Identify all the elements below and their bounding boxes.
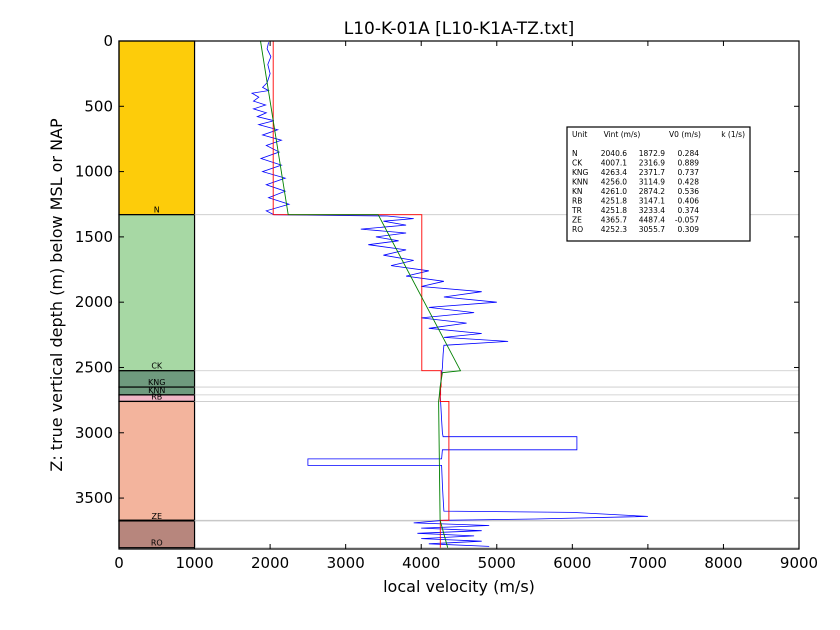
unit-tr <box>118 400 196 521</box>
table-cell: CK <box>572 159 583 168</box>
table-cell: 3147.1 <box>639 197 665 206</box>
table-cell: 2316.9 <box>639 159 665 168</box>
unit-label-n: N <box>154 206 160 215</box>
unit-ro <box>118 520 196 549</box>
table-cell: 2874.2 <box>639 187 665 196</box>
x-tick-label: 4000 <box>402 554 440 572</box>
y-tick-label: 0 <box>103 32 113 50</box>
series-layer <box>250 40 648 548</box>
table-cell: 4263.4 <box>601 168 627 177</box>
table-cell: ZE <box>572 216 582 225</box>
x-tick-label: 1000 <box>175 554 213 572</box>
x-tick-label: 5000 <box>478 554 516 572</box>
y-tick-label: 3500 <box>75 489 113 507</box>
table-cell: KNN <box>572 178 588 187</box>
table-cell: 4256.0 <box>601 178 627 187</box>
unit-label-kng: KNG <box>148 378 165 387</box>
table-cell: KN <box>572 187 583 196</box>
table-cell: 0.374 <box>678 206 700 215</box>
table-cell: 4365.7 <box>601 216 627 225</box>
series-line-0 <box>250 42 648 547</box>
table-cell: 0.284 <box>678 149 700 158</box>
velocity-table: Unit Vint (m/s) V0 (m/s) k (1/s) N 2040.6 1872… <box>566 126 751 242</box>
table-cell: N <box>572 149 578 158</box>
table-cell: 1872.9 <box>639 149 665 158</box>
x-tick-label: 6000 <box>553 554 591 572</box>
boundary-lines <box>194 214 799 549</box>
table-cell: RO <box>572 225 583 234</box>
y-tick-label: 2500 <box>75 358 113 376</box>
table-cell: -0.057 <box>675 216 699 225</box>
x-tick-label: 0 <box>114 554 124 572</box>
y-tick-label: 3000 <box>75 424 113 442</box>
x-tick-label: 7000 <box>629 554 667 572</box>
unit-label-rb: RB <box>151 392 162 401</box>
table-cell: 0.428 <box>678 178 700 187</box>
table-cell: RB <box>572 197 582 206</box>
unit-label-ck: CK <box>151 362 163 371</box>
x-tick-label: 9000 <box>780 554 818 572</box>
table-cell: 2040.6 <box>601 149 627 158</box>
series-line-1 <box>272 41 450 548</box>
table-cell: 0.309 <box>678 225 700 234</box>
y-tick-label: 1000 <box>75 163 113 181</box>
axes-frame <box>118 40 800 550</box>
unit-label-ro: RO <box>151 539 163 548</box>
chart-title: L10-K-01A [L10-K1A-TZ.txt] <box>344 19 575 39</box>
y-tick-label: 1500 <box>75 228 113 246</box>
tick-layer: 0 1000 2000 3000 4000 5000 6000 7000 8000 9000 0 50… <box>75 32 818 572</box>
table-cell: 4251.8 <box>601 206 627 215</box>
table-cell: 0.406 <box>678 197 700 206</box>
unit-n <box>118 40 196 216</box>
table-cell: 3114.9 <box>639 178 665 187</box>
table-header-cell: Unit <box>572 130 587 139</box>
table-cell: 3233.4 <box>639 206 665 215</box>
table-cell: 4251.8 <box>601 197 627 206</box>
x-tick-label: 3000 <box>327 554 365 572</box>
unit-ck <box>118 214 196 372</box>
table-cell: 4487.4 <box>639 216 665 225</box>
y-tick-label: 500 <box>84 97 113 115</box>
table-frame <box>566 126 751 242</box>
table-header-cell: V0 (m/s) <box>669 130 701 139</box>
table-cell: 0.737 <box>678 168 700 177</box>
y-axis-label: Z: true vertical depth (m) below MSL or … <box>47 118 66 472</box>
x-axis-label: local velocity (m/s) <box>383 577 535 596</box>
series-line-2 <box>260 40 462 548</box>
unit-label-ze: ZE <box>152 512 163 521</box>
table-cell: 4252.3 <box>601 225 627 234</box>
table-cell: 4261.0 <box>601 187 627 196</box>
table-header-cell: Vint (m/s) <box>604 130 641 139</box>
table-cell: 3055.7 <box>639 225 665 234</box>
table-cell: TR <box>571 206 582 215</box>
table-cell: 4007.1 <box>601 159 627 168</box>
x-tick-label: 8000 <box>704 554 742 572</box>
y-tick-label: 2000 <box>75 293 113 311</box>
table-cell: KNG <box>572 168 589 177</box>
table-cell: 0.889 <box>678 159 700 168</box>
table-cell: 2371.7 <box>639 168 665 177</box>
unit-label-knn: KNN <box>148 386 165 395</box>
table-header-cell: k (1/s) <box>721 130 745 139</box>
table-cell: 0.536 <box>678 187 700 196</box>
x-tick-label: 2000 <box>251 554 289 572</box>
